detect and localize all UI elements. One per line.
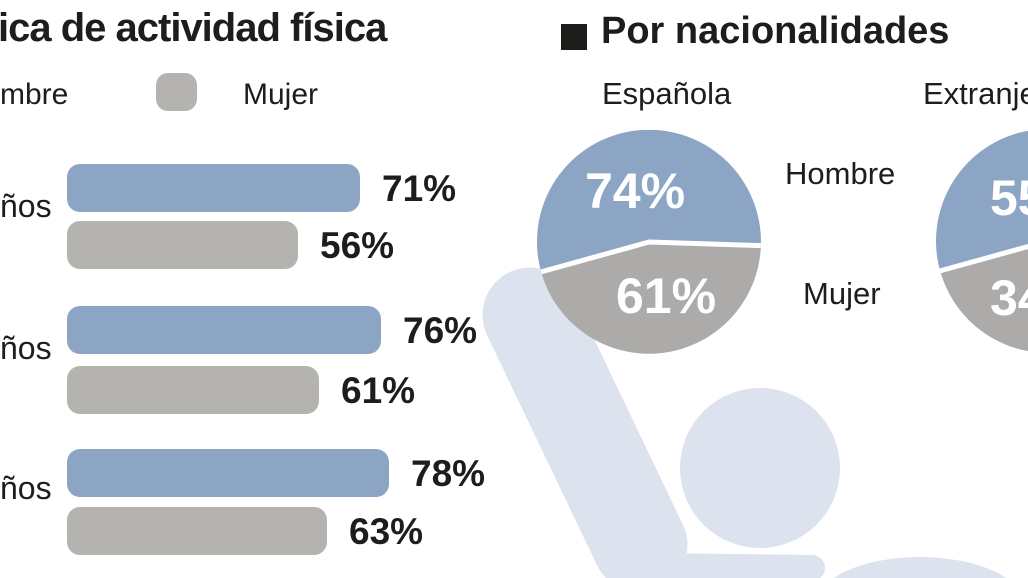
bar-group2-mujer [67,366,319,414]
bar-row-group1-hombre: 71% [67,164,456,212]
pie-espanola-label: Española [602,76,732,111]
bar-group1-mujer [67,221,298,269]
pie-chart-extranjera: 55% 34% [936,129,1028,353]
pie-espanola-mujer-value: 61% [615,268,717,324]
legend-mujer-swatch-icon [156,73,197,111]
pie-extranjera-hombre-value: 55% [989,170,1028,226]
left-chart-title: ica de actividad física [0,6,387,50]
bar-group-1-age-label: ños [0,188,52,224]
pie-espanola-hombre-slice [537,130,761,272]
bar-row-group2-mujer: 61% [67,366,415,414]
bar-value-group1-hombre: 71% [382,167,457,209]
nationalities-section-title: Por nacionalidades [601,10,950,52]
bar-row-group3-mujer: 63% [67,507,423,555]
bar-row-group3-hombre: 78% [67,449,485,497]
bar-value-group3-hombre: 78% [411,452,486,494]
bar-value-group1-mujer: 56% [320,224,395,266]
bar-group3-hombre [67,449,389,497]
pie-chart-espanola: 74% 61% [537,130,761,354]
pie-row-mujer-label: Mujer [803,276,881,311]
bar-value-group2-mujer: 61% [341,369,416,411]
pie-espanola-svg [537,130,761,354]
bar-group3-mujer [67,507,327,555]
bar-group-3-age-label: ños [0,470,52,506]
pie-extranjera-label: Extranjera [923,76,1028,111]
legend-hombre-label: mbre [0,78,69,111]
pie-row-hombre-label: Hombre [785,156,896,191]
legend-mujer-label: Mujer [243,78,319,111]
bar-group-2-age-label: ños [0,330,52,366]
bar-row-group1-mujer: 56% [67,221,394,269]
pie-espanola-divider-line [540,239,761,275]
pie-extranjera-divider-line [939,243,1028,274]
bar-group1-hombre [67,164,360,212]
section-bullet-icon [561,24,587,50]
bar-group2-hombre [67,306,381,354]
pie-extranjera-svg [936,130,1028,352]
pie-extranjera-mujer-slice [940,246,1028,352]
bar-value-group3-mujer: 63% [349,510,424,552]
pie-espanola-mujer-slice [541,242,761,354]
pie-extranjera-mujer-value: 34% [989,270,1028,326]
pie-espanola-hombre-value: 74% [584,163,686,219]
pie-extranjera-hombre-slice [936,130,1028,271]
bar-value-group2-hombre: 76% [403,309,478,351]
bar-row-group2-hombre: 76% [67,306,477,354]
